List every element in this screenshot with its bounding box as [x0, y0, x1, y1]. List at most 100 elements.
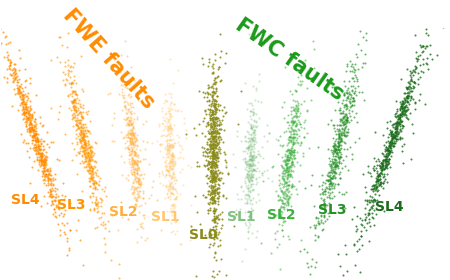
Point	[45, 193, 52, 198]
Point	[44, 201, 51, 205]
Point	[278, 228, 285, 232]
Point	[249, 207, 256, 212]
Point	[205, 158, 212, 163]
Point	[215, 156, 222, 160]
Point	[49, 199, 56, 204]
Point	[399, 99, 406, 103]
Point	[160, 101, 167, 105]
Point	[289, 154, 297, 158]
Point	[41, 154, 49, 159]
Point	[400, 107, 407, 111]
Point	[369, 186, 377, 191]
Point	[165, 132, 172, 137]
Point	[14, 82, 21, 87]
Point	[63, 239, 71, 243]
Point	[213, 214, 220, 219]
Point	[341, 93, 348, 98]
Point	[326, 164, 333, 168]
Point	[395, 132, 402, 136]
Point	[203, 163, 210, 168]
Point	[346, 145, 353, 150]
Point	[242, 174, 249, 179]
Point	[126, 103, 134, 107]
Point	[79, 131, 86, 136]
Point	[133, 176, 140, 181]
Point	[207, 116, 214, 120]
Point	[28, 125, 35, 130]
Point	[82, 143, 90, 148]
Point	[246, 223, 253, 228]
Point	[162, 111, 169, 115]
Point	[212, 132, 220, 136]
Point	[39, 138, 46, 143]
Point	[287, 111, 294, 116]
Point	[167, 92, 174, 97]
Point	[297, 141, 305, 145]
Point	[291, 156, 298, 160]
Point	[312, 260, 319, 264]
Point	[122, 133, 129, 137]
Point	[128, 65, 135, 69]
Point	[331, 148, 338, 152]
Point	[93, 168, 100, 172]
Point	[80, 146, 87, 150]
Point	[331, 150, 338, 154]
Point	[285, 155, 292, 159]
Point	[36, 164, 44, 168]
Point	[157, 228, 164, 232]
Point	[85, 159, 92, 164]
Point	[164, 168, 171, 172]
Point	[387, 129, 395, 134]
Point	[211, 153, 218, 157]
Point	[15, 88, 22, 93]
Point	[196, 221, 203, 226]
Point	[358, 218, 365, 222]
Point	[286, 148, 293, 152]
Point	[137, 203, 144, 207]
Point	[245, 173, 252, 178]
Point	[132, 202, 140, 206]
Point	[36, 115, 43, 119]
Point	[341, 126, 348, 131]
Point	[245, 185, 252, 190]
Point	[211, 176, 218, 181]
Point	[212, 107, 219, 112]
Point	[383, 157, 390, 161]
Point	[71, 98, 78, 102]
Point	[404, 87, 411, 92]
Point	[247, 136, 254, 140]
Point	[169, 192, 176, 197]
Point	[212, 144, 219, 149]
Point	[88, 149, 95, 153]
Point	[247, 157, 254, 161]
Point	[82, 144, 89, 149]
Point	[392, 134, 399, 138]
Point	[76, 148, 84, 153]
Point	[286, 183, 293, 187]
Point	[40, 159, 48, 163]
Point	[328, 171, 335, 175]
Point	[32, 138, 39, 143]
Point	[130, 169, 138, 173]
Point	[264, 123, 271, 127]
Point	[399, 110, 406, 114]
Point	[22, 122, 30, 127]
Point	[208, 131, 215, 136]
Point	[346, 90, 353, 94]
Point	[93, 160, 100, 164]
Point	[405, 84, 413, 88]
Point	[131, 158, 138, 162]
Point	[212, 174, 219, 179]
Point	[88, 175, 95, 180]
Point	[284, 162, 291, 166]
Point	[413, 59, 420, 63]
Point	[68, 99, 75, 104]
Point	[212, 250, 219, 255]
Point	[290, 142, 297, 146]
Point	[78, 138, 85, 143]
Point	[88, 157, 95, 161]
Point	[292, 113, 299, 117]
Point	[403, 95, 410, 99]
Point	[285, 190, 292, 195]
Point	[364, 164, 372, 168]
